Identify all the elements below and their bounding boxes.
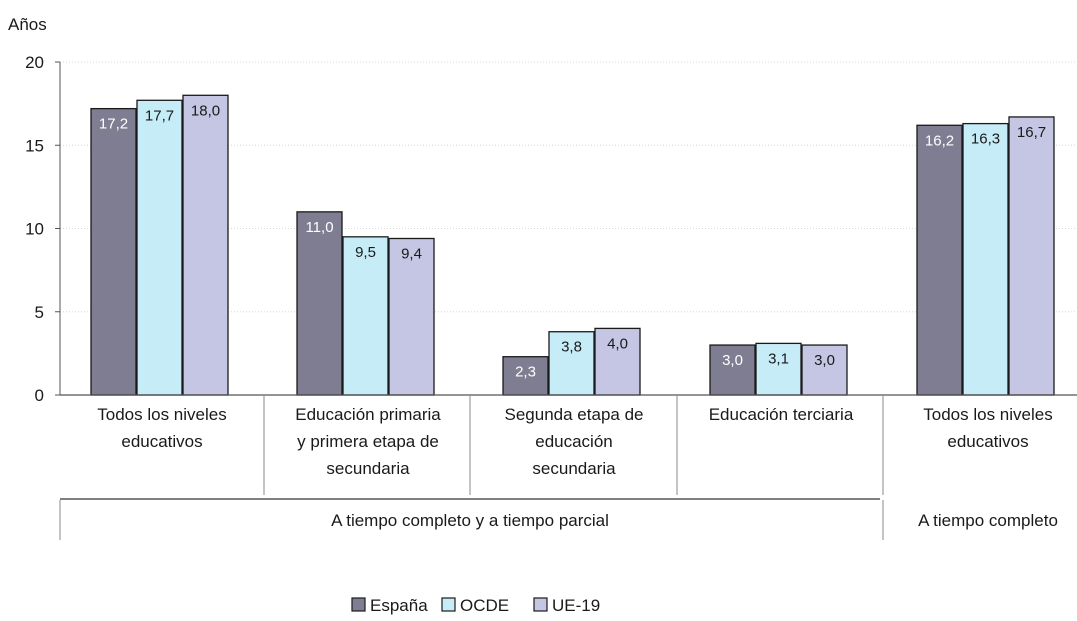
data-label: 11,0 (305, 219, 333, 236)
y-tick-label: 15 (25, 136, 44, 155)
data-label: 3,0 (814, 352, 835, 369)
bar (962, 122, 1009, 396)
bars: 17,2 17,7 18,0 11,0 9,5 9,4 2,3 3,8 4,0 3,0 3,1 3,0… (90, 94, 1055, 396)
category-label: secundaria (532, 459, 616, 478)
legend-entry: OCDE (460, 596, 509, 615)
data-label: 18,0 (191, 102, 220, 119)
bar (1008, 116, 1055, 396)
group-label: A tiempo completo (918, 511, 1058, 530)
category-label: secundaria (326, 459, 410, 478)
data-label: 9,5 (355, 244, 376, 261)
y-axis-label: Años (8, 15, 47, 34)
bar (801, 344, 848, 396)
bar (755, 342, 802, 396)
data-label: 3,8 (561, 339, 582, 356)
category-label: y primera etapa de (297, 432, 439, 451)
legend-swatch (351, 597, 366, 612)
bar (502, 356, 549, 396)
bar (594, 327, 641, 396)
y-tick-label: 20 (25, 53, 44, 72)
data-label: 9,4 (401, 245, 422, 262)
bar (182, 94, 229, 396)
category-label: Educación terciaria (709, 405, 854, 424)
legend-entry: UE-19 (552, 596, 600, 615)
data-label: 4,0 (607, 335, 628, 352)
bar (709, 344, 756, 396)
category-label: educación (535, 432, 613, 451)
data-label: 17,7 (145, 107, 174, 124)
legend-swatch (533, 597, 548, 612)
data-label: 3,0 (722, 352, 743, 369)
y-tick-label: 10 (25, 220, 44, 239)
category-label: Todos los niveles (97, 405, 226, 424)
bar (916, 124, 963, 396)
bar (388, 237, 435, 396)
data-label: 3,1 (768, 350, 789, 367)
bar (296, 211, 343, 396)
data-label: 2,3 (515, 364, 536, 381)
legend: España OCDE UE-19 (351, 596, 600, 615)
category-label: educativos (947, 432, 1028, 451)
x-axis: Todos los niveles educativos Educación pri… (59, 394, 1077, 540)
y-tick-label: 0 (35, 386, 44, 405)
data-label: 16,7 (1017, 124, 1046, 141)
data-label: 16,3 (971, 131, 1000, 148)
legend-entry: España (370, 596, 428, 615)
bar (136, 99, 183, 396)
data-label: 17,2 (99, 116, 128, 133)
bar (90, 107, 137, 396)
y-axis: 0 5 10 15 20 (25, 53, 61, 405)
category-label: Todos los niveles (923, 405, 1052, 424)
data-label: 16,2 (925, 132, 954, 149)
category-label: Segunda etapa de (505, 405, 644, 424)
group-label: A tiempo completo y a tiempo parcial (331, 511, 609, 530)
legend-swatch (441, 597, 456, 612)
category-label: Educación primaria (295, 405, 441, 424)
category-label: educativos (121, 432, 202, 451)
y-tick-label: 5 (35, 303, 44, 322)
